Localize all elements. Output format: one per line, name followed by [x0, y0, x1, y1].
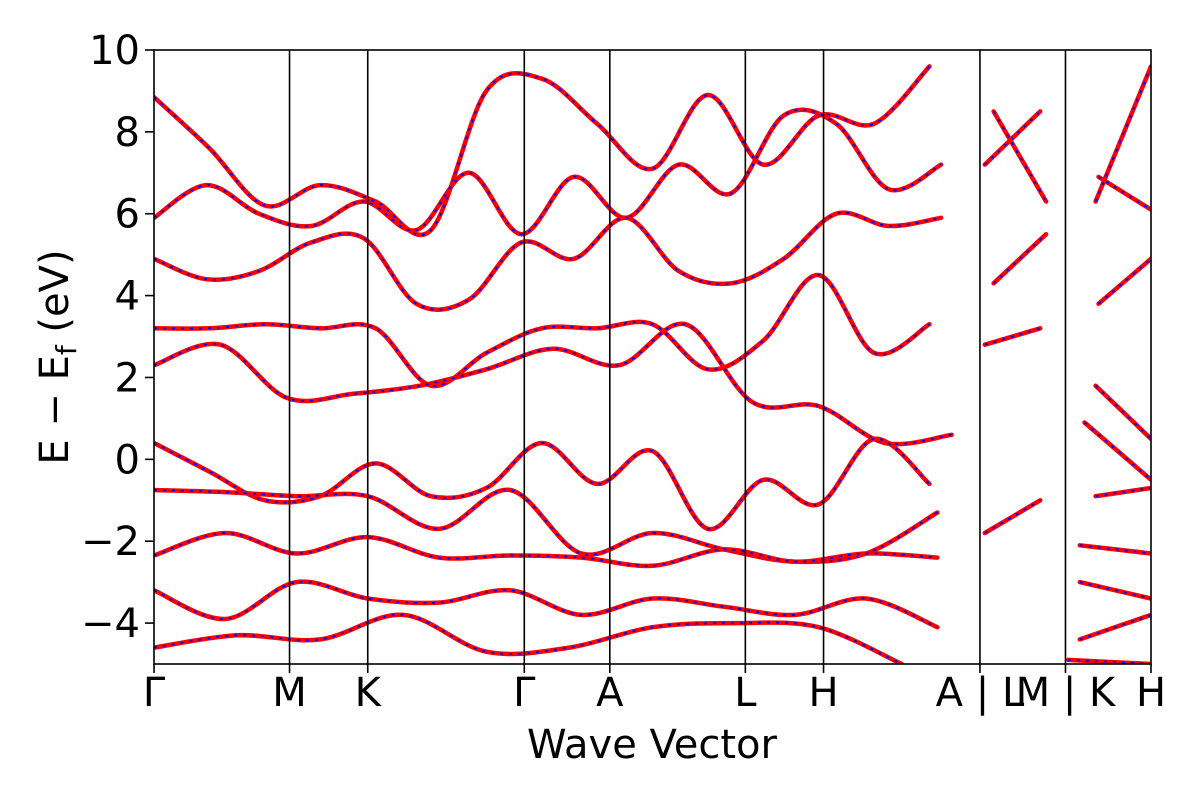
bands-layer: [154, 64, 1151, 664]
y-axis-ticks: 10 8 6 4 2 0 −2 −4: [81, 28, 154, 647]
y-tick-label: 2: [115, 355, 140, 401]
band-line: [154, 272, 932, 389]
x-tick-label: Γ: [513, 670, 536, 716]
band-line-dash: [154, 580, 938, 629]
y-axis-title-subscript: f: [50, 344, 83, 355]
y-axis-title: E − Ef (eV): [32, 249, 83, 464]
y-tick-label: −4: [81, 601, 140, 647]
y-tick-label: 8: [115, 110, 140, 156]
band-line: [991, 109, 1049, 204]
band-line-dash: [984, 327, 1041, 346]
y-tick-label: 6: [115, 192, 140, 238]
x-tick-label: H: [1136, 670, 1166, 716]
band-line-dash: [1095, 487, 1151, 498]
y-tick-label: 0: [115, 437, 140, 483]
band-line-dash: [154, 211, 942, 311]
x-tick-label: M | K: [1016, 670, 1117, 716]
band-line: [154, 530, 940, 569]
plot-frame: [153, 49, 1152, 665]
y-tick-label: 10: [89, 28, 140, 74]
y-tick-label: −2: [81, 519, 140, 565]
x-tick-label: K: [355, 670, 383, 716]
band-line: [154, 579, 940, 630]
x-tick-label: A | L: [936, 670, 1025, 716]
band-line-dash: [154, 108, 942, 236]
y-tick-label: 4: [115, 274, 140, 320]
high-symmetry-lines: [288, 50, 1067, 664]
band-line-dash: [1097, 258, 1151, 305]
band-line-dash: [1079, 613, 1151, 641]
x-axis-title: Wave Vector: [527, 722, 778, 768]
band-line: [982, 498, 1043, 536]
band-line-dash: [1083, 421, 1151, 481]
band-line-dash: [984, 110, 1041, 166]
x-tick-label: M: [272, 670, 307, 716]
band-line: [154, 64, 932, 238]
band-line-dash: [154, 322, 952, 446]
band-line: [154, 612, 904, 664]
band-line-dash: [154, 274, 930, 387]
band-line: [991, 231, 1049, 286]
x-tick-label: L: [734, 670, 757, 716]
band-line-dash: [1079, 581, 1151, 600]
band-line-dash: [154, 437, 931, 530]
x-tick-label: A: [596, 670, 624, 716]
band-line: [154, 321, 954, 447]
band-line-dash: [154, 613, 903, 664]
x-tick-label: H: [809, 670, 839, 716]
band-line: [1077, 543, 1151, 556]
band-line-dash: [1094, 384, 1151, 440]
band-line-dash: [154, 488, 938, 563]
y-axis-title-main: E − E: [32, 355, 78, 465]
y-axis-title-unit: (eV): [32, 249, 78, 345]
x-axis-ticks: Γ M K Γ A L H A | LM | K H: [143, 664, 1166, 716]
band-line-dash: [1094, 66, 1151, 202]
band-line: [1096, 174, 1151, 212]
x-tick-label: Γ: [143, 670, 166, 716]
band-line-dash: [154, 65, 931, 236]
